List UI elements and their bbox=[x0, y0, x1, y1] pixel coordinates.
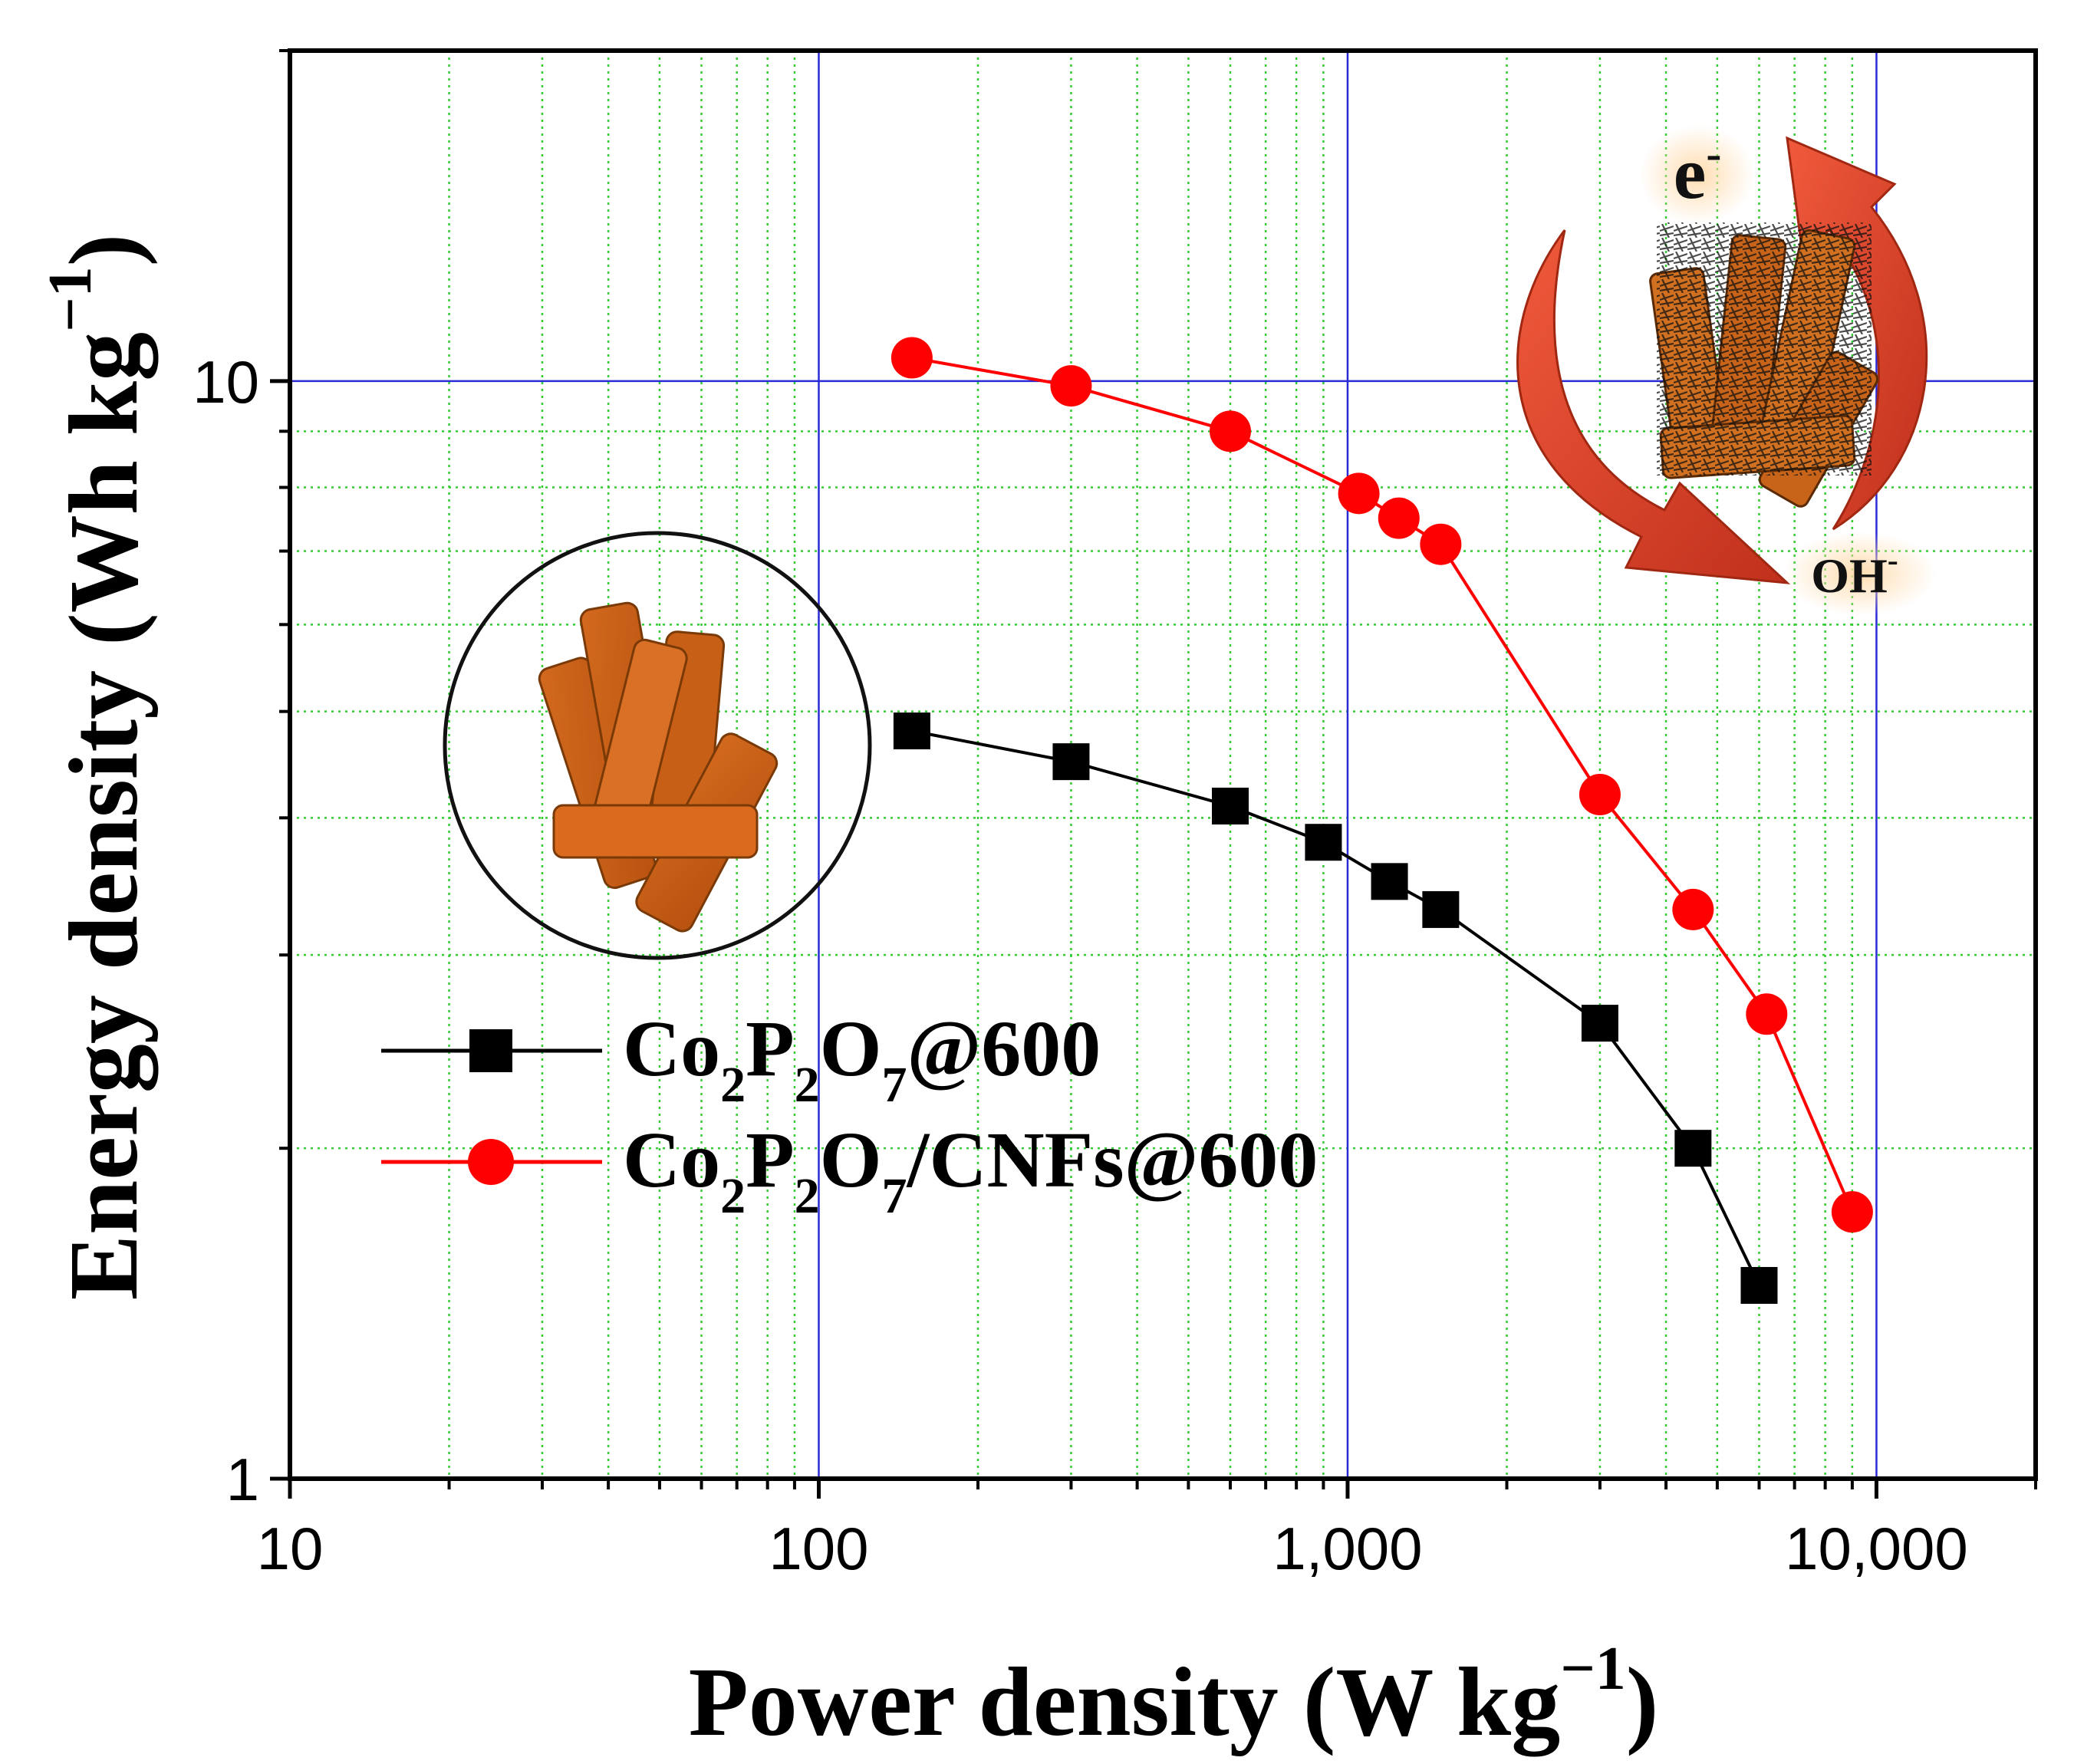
legend-label: Co2P2O7@600 bbox=[623, 1005, 1101, 1113]
plot-frame bbox=[288, 48, 2038, 1481]
data-point-circle bbox=[891, 337, 933, 379]
data-point-circle bbox=[1746, 993, 1788, 1035]
legend-marker-square bbox=[469, 1029, 512, 1072]
axis-ticks bbox=[270, 49, 2037, 1499]
cnf-coated-nanorods-illustration: e- OH- bbox=[1516, 125, 1937, 616]
x-tick-label: 100 bbox=[769, 1515, 868, 1582]
data-point-square bbox=[1422, 890, 1460, 928]
data-point-circle bbox=[1420, 523, 1462, 565]
data-point-circle bbox=[1831, 1191, 1873, 1233]
y-tick-label: 1 bbox=[226, 1446, 259, 1513]
data-point-square bbox=[893, 713, 930, 750]
data-point-square bbox=[1740, 1266, 1778, 1304]
y-tick-label: 10 bbox=[193, 348, 259, 416]
data-point-square bbox=[1305, 824, 1342, 861]
data-point-square bbox=[1052, 743, 1090, 781]
data-point-square bbox=[1212, 787, 1249, 824]
data-point-circle bbox=[1050, 365, 1092, 407]
data-point-circle bbox=[1378, 497, 1420, 539]
x-axis-title: Power density (W kg−1) bbox=[689, 1635, 1659, 1756]
data-point-circle bbox=[1338, 472, 1380, 515]
x-tick-label: 1,000 bbox=[1272, 1515, 1422, 1582]
y-axis-title: Energy density (Wh kg−1) bbox=[37, 234, 158, 1301]
data-point-square bbox=[1371, 863, 1408, 900]
data-point-square bbox=[1581, 1005, 1618, 1042]
bare-nanorods-illustration bbox=[443, 531, 872, 960]
data-point-circle bbox=[1579, 774, 1621, 816]
legend-marker-circle bbox=[468, 1139, 514, 1185]
hydroxide-label: OH- bbox=[1811, 543, 1898, 603]
data-point-square bbox=[1674, 1130, 1712, 1167]
legend-label: Co2P2O7/CNFs@600 bbox=[623, 1116, 1318, 1224]
x-tick-label: 10 bbox=[257, 1515, 324, 1582]
series-line-2 bbox=[911, 356, 1854, 1213]
x-tick-label: 10,000 bbox=[1785, 1515, 1968, 1582]
data-point-circle bbox=[1672, 888, 1714, 930]
data-point-circle bbox=[1210, 410, 1252, 453]
electron-label: e- bbox=[1674, 128, 1722, 214]
series-layer bbox=[891, 337, 1873, 1304]
